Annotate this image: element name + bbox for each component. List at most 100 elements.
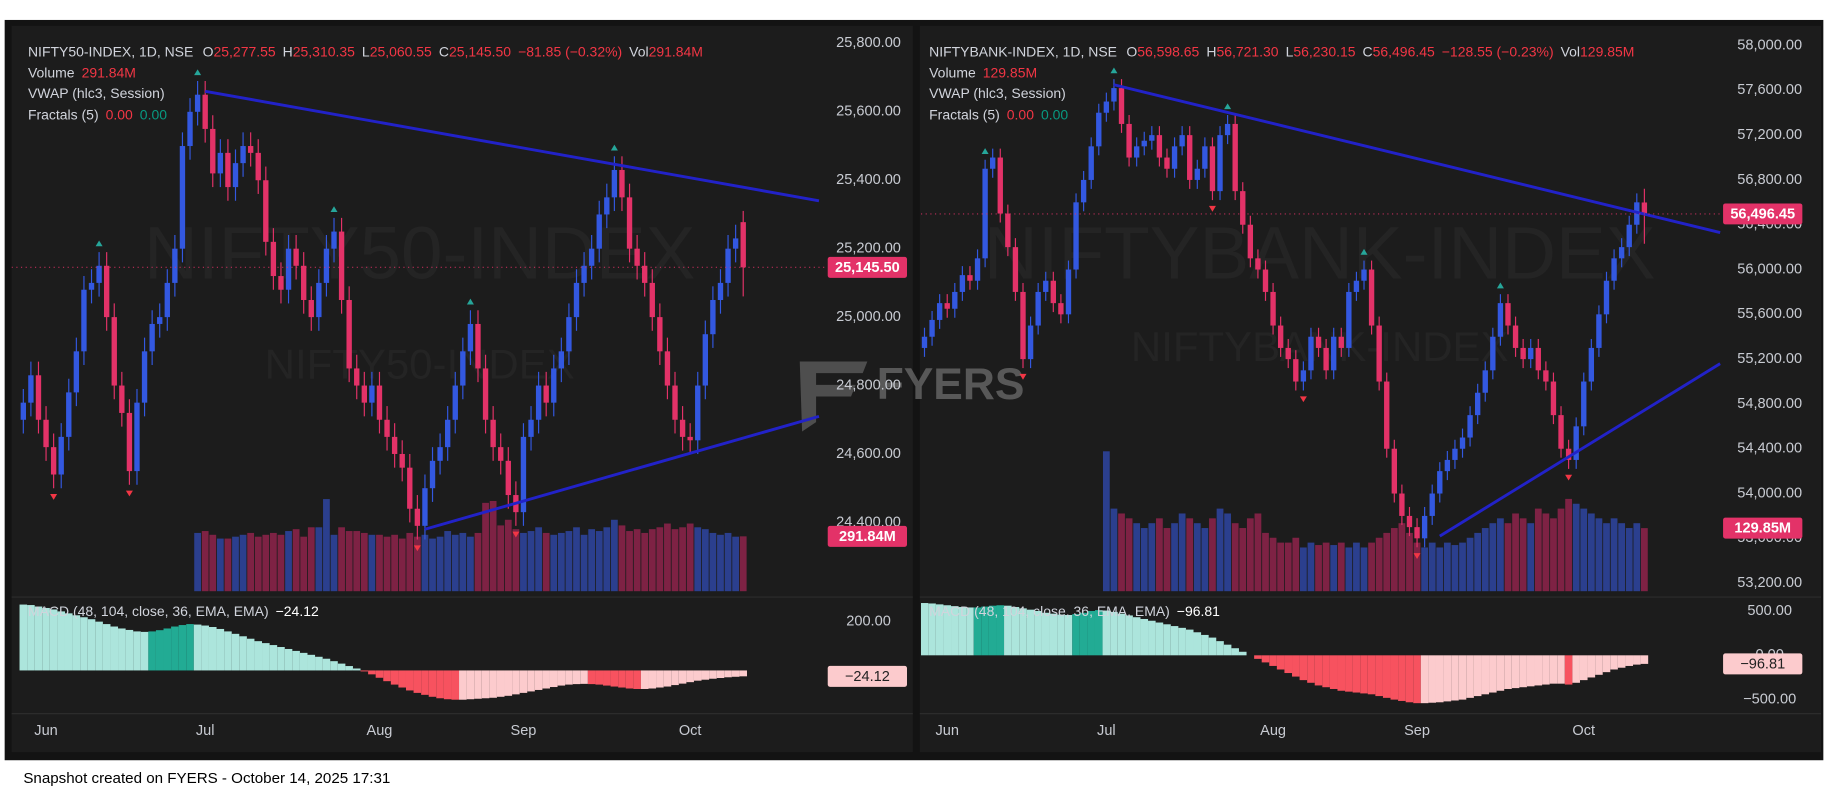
macd-bar [1557, 655, 1565, 684]
volume-bar [262, 534, 270, 592]
candle-body [1202, 146, 1208, 169]
macd-bar [292, 650, 300, 671]
x-tick-label: Jun [935, 723, 958, 739]
macd-bar [171, 626, 179, 671]
candle-body [1323, 347, 1329, 371]
macd-bar [1261, 655, 1270, 663]
macd-bar [34, 606, 43, 671]
macd-bar [1163, 624, 1171, 656]
macd-bar [337, 663, 346, 671]
macd-legend-value: −24.12 [276, 603, 319, 619]
legend-row: NIFTYBANK-INDEX, 1D, NSE O56,598.65 H56,72… [929, 43, 1634, 59]
macd-bar [1435, 655, 1444, 703]
candle-body [1611, 258, 1617, 281]
fractal-down [125, 490, 133, 497]
legend-title: NIFTYBANK-INDEX, 1D, NSE [929, 43, 1117, 59]
macd-bar [269, 645, 278, 671]
volume-bar [611, 519, 618, 592]
macd-bar [549, 670, 558, 688]
candle-body [126, 412, 133, 472]
y-tick-label: 55,600.00 [1737, 306, 1802, 322]
legend-row: Volume 291.84M [28, 64, 136, 80]
candle-body [1171, 146, 1178, 169]
candle-body [581, 265, 587, 283]
volume-bar [1262, 532, 1269, 592]
legend-value: 129.85M [983, 64, 1037, 80]
candle-body [338, 231, 345, 301]
macd-bar [1610, 655, 1618, 670]
macd-bar [352, 668, 361, 671]
candle-body [1262, 269, 1269, 292]
candle-body [1111, 88, 1117, 102]
volume-bar [224, 538, 232, 592]
macd-bar [1019, 608, 1027, 656]
macd-bar [618, 670, 626, 688]
legend-value: 291.84M [649, 43, 703, 59]
volume-bar [1140, 528, 1148, 592]
candle-body [240, 146, 246, 164]
volume-bar [1527, 523, 1535, 592]
legend-key: Vol [1561, 43, 1580, 59]
macd-bar [625, 670, 634, 689]
candle-body [520, 436, 527, 513]
macd-bar [1360, 655, 1368, 694]
candle-body [384, 419, 390, 437]
volume-bar [254, 536, 262, 592]
macd-bar [322, 658, 331, 671]
macd-bar [466, 670, 475, 700]
macd-bar [27, 605, 35, 671]
candle-body [1277, 325, 1284, 348]
volume-bar [1239, 528, 1247, 592]
legend-key: Vol [629, 43, 648, 59]
macd-bar [368, 670, 376, 675]
candle-body [194, 94, 201, 112]
candle-body [316, 282, 322, 318]
axes: 58,000.00 57,600.00 57,200.00 56,800.00 56,4… [935, 37, 1803, 739]
macd-bar [1466, 655, 1474, 698]
macd-bar [1617, 655, 1626, 668]
candle-body [232, 163, 239, 188]
macd-bar [610, 670, 619, 687]
macd-bar [1595, 655, 1603, 675]
macd-bar [1049, 613, 1058, 656]
macd-bar [375, 670, 384, 678]
volume-bar [626, 531, 633, 592]
candle-body [1247, 224, 1254, 259]
y-tick-label: 25,200.00 [836, 241, 901, 257]
volume-bar [1277, 542, 1285, 592]
macd-bar [148, 631, 156, 671]
legend-name: Fractals (5) [929, 106, 1000, 122]
volume-bar [1246, 518, 1254, 592]
volume-bar [209, 534, 217, 592]
volume-bar [1625, 528, 1633, 592]
volume-bar [1292, 537, 1300, 592]
volume-bar [580, 534, 588, 592]
volume-bar [406, 532, 414, 592]
volume-bar [1459, 542, 1466, 592]
macd-bar [254, 641, 263, 671]
candle-body [566, 317, 572, 352]
candle-body [1156, 135, 1163, 158]
volume-bar [1572, 503, 1580, 592]
y-tick-label: 24,800.00 [836, 377, 901, 393]
legend-change: −128.55 (−0.23%) [1442, 43, 1554, 59]
candle-body [1361, 269, 1367, 281]
footer: Snapshot created on FYERS - October 14, … [23, 770, 390, 787]
volume-bar [641, 532, 649, 592]
volume-bar [565, 531, 573, 592]
x-tick-label: Aug [367, 723, 393, 739]
macd-bar [345, 666, 353, 671]
volume-bar [368, 534, 376, 592]
price-badge-label: 56,496.45 [1730, 206, 1795, 222]
volume-bar [307, 527, 315, 592]
macd-bar [1292, 655, 1300, 677]
candle-body [1474, 392, 1481, 416]
candle-body [1073, 202, 1079, 270]
volume-bar [1337, 542, 1345, 592]
macd-bar [178, 625, 187, 671]
macd-legend: MACD (48, 104, close, 36, EMA, EMA) −96.8… [929, 603, 1220, 619]
macd-bar [1633, 655, 1641, 665]
candle-body [1641, 202, 1648, 214]
macd-bar [390, 670, 399, 685]
macd-bar [1511, 655, 1520, 689]
